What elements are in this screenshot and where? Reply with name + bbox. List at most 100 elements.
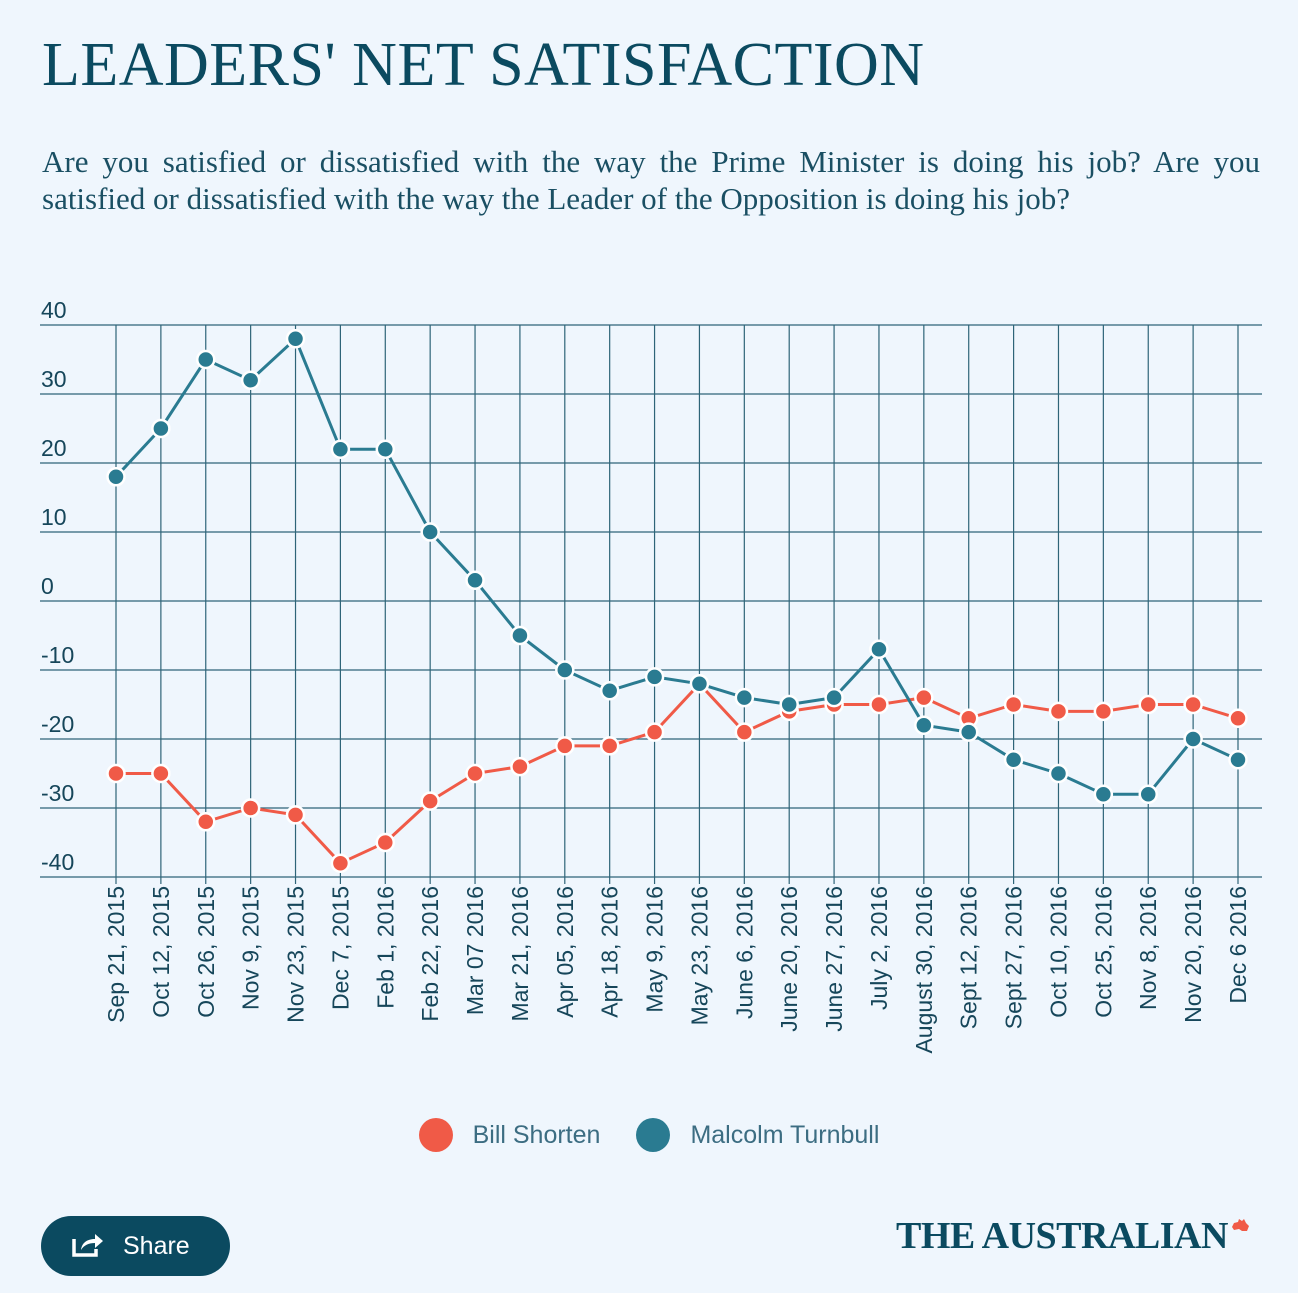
data-point-malcolm-turnbull[interactable]	[958, 722, 979, 742]
series-line-bill-shorten	[116, 682, 1239, 865]
the-australian-logo: THE AUSTRALIAN	[896, 1214, 1250, 1258]
data-point-bill-shorten[interactable]	[1138, 694, 1158, 715]
data-point-malcolm-turnbull[interactable]	[734, 687, 755, 708]
data-point-malcolm-turnbull[interactable]	[1138, 784, 1158, 804]
x-tick-label: Apr 05, 2016	[552, 886, 578, 1018]
data-point-bill-shorten[interactable]	[510, 756, 530, 777]
data-point-bill-shorten[interactable]	[555, 736, 575, 756]
data-point-malcolm-turnbull[interactable]	[420, 522, 440, 542]
data-point-bill-shorten[interactable]	[1048, 701, 1069, 722]
data-point-malcolm-turnbull[interactable]	[106, 467, 126, 487]
x-tick-label: June 27, 2016	[821, 886, 847, 1032]
data-point-bill-shorten[interactable]	[196, 812, 216, 832]
x-tick-label: Dec 7, 2015	[327, 886, 353, 1010]
x-tick-label: Nov 8, 2016	[1135, 886, 1161, 1010]
share-icon	[71, 1230, 105, 1263]
y-tick-label: 10	[41, 504, 67, 530]
data-point-malcolm-turnbull[interactable]	[555, 660, 575, 680]
y-tick-label: -30	[41, 780, 74, 806]
x-tick-label: Nov 9, 2015	[238, 886, 264, 1010]
data-point-bill-shorten[interactable]	[330, 853, 351, 873]
data-point-malcolm-turnbull[interactable]	[510, 625, 530, 646]
data-point-bill-shorten[interactable]	[375, 832, 396, 853]
data-point-malcolm-turnbull[interactable]	[330, 439, 351, 459]
data-point-malcolm-turnbull[interactable]	[824, 687, 844, 708]
data-point-malcolm-turnbull[interactable]	[375, 439, 396, 459]
y-axis: 40 30 20 10 0 -10 -20 -30 -40	[41, 297, 74, 875]
data-point-bill-shorten[interactable]	[465, 763, 485, 784]
data-point-malcolm-turnbull[interactable]	[1228, 749, 1248, 770]
data-point-bill-shorten[interactable]	[285, 805, 306, 825]
x-axis: Sep 21, 2015 Oct 12, 2015 Oct 26, 2015 Nov …	[103, 886, 1251, 1054]
y-tick-label: -10	[41, 642, 74, 668]
x-tick-label: Feb 22, 2016	[417, 886, 443, 1022]
chart-subtitle: Are you satisfied or dissatisfied with t…	[42, 144, 1260, 216]
x-tick-label: August 30, 2016	[911, 886, 937, 1054]
data-point-bill-shorten[interactable]	[1228, 708, 1248, 729]
x-tick-label: Mar 07 2016	[462, 886, 488, 1015]
data-point-malcolm-turnbull[interactable]	[240, 370, 261, 390]
x-tick-label: July 2, 2016	[866, 886, 892, 1010]
data-point-bill-shorten[interactable]	[240, 798, 261, 818]
y-tick-label: 40	[41, 297, 67, 323]
data-point-bill-shorten[interactable]	[1003, 694, 1024, 715]
share-label: Share	[123, 1231, 190, 1260]
x-tick-label: Oct 26, 2015	[193, 886, 219, 1018]
data-point-malcolm-turnbull[interactable]	[689, 674, 710, 694]
data-point-bill-shorten[interactable]	[599, 736, 620, 756]
legend-marker-bill-shorten	[418, 1118, 453, 1152]
legend-marker-malcolm-turnbull	[636, 1118, 671, 1152]
grid	[40, 324, 1262, 884]
data-point-malcolm-turnbull[interactable]	[914, 715, 934, 735]
australia-map-icon	[1230, 1218, 1250, 1239]
x-tick-label: May 23, 2016	[686, 886, 712, 1025]
chart-title: LEADERS' NET SATISFACTION	[42, 31, 925, 99]
x-tick-label: Oct 10, 2016	[1045, 886, 1071, 1018]
data-point-malcolm-turnbull[interactable]	[1003, 749, 1024, 770]
data-point-malcolm-turnbull[interactable]	[151, 418, 171, 439]
data-point-malcolm-turnbull[interactable]	[644, 667, 665, 687]
series-layer	[106, 329, 1248, 873]
data-point-malcolm-turnbull[interactable]	[869, 639, 889, 660]
x-tick-label: Mar 21, 2016	[507, 886, 533, 1022]
share-button[interactable]: Share	[41, 1216, 230, 1276]
data-point-malcolm-turnbull[interactable]	[1183, 729, 1203, 749]
x-tick-label: June 6, 2016	[731, 886, 757, 1019]
x-tick-label: Sep 21, 2015	[103, 886, 129, 1023]
legend: Bill Shorten Malcolm Turnbull	[0, 1118, 1298, 1152]
data-point-bill-shorten[interactable]	[734, 722, 755, 742]
x-tick-label: Apr 18, 2016	[597, 886, 623, 1018]
x-tick-label: Sept 27, 2016	[1001, 886, 1027, 1029]
data-point-bill-shorten[interactable]	[644, 722, 665, 742]
data-point-malcolm-turnbull[interactable]	[1093, 784, 1114, 804]
legend-label: Bill Shorten	[472, 1120, 601, 1149]
x-tick-label: Feb 1, 2016	[372, 886, 398, 1009]
logo-text: THE AUSTRALIAN	[896, 1215, 1228, 1257]
data-point-malcolm-turnbull[interactable]	[465, 570, 485, 591]
data-point-malcolm-turnbull[interactable]	[779, 694, 799, 715]
data-point-bill-shorten[interactable]	[106, 763, 126, 784]
y-tick-label: -20	[41, 711, 74, 737]
series-bill-shorten	[106, 674, 1248, 873]
series-malcolm-turnbull	[106, 329, 1248, 804]
data-point-bill-shorten[interactable]	[1183, 694, 1203, 715]
data-point-bill-shorten[interactable]	[869, 694, 889, 715]
data-point-malcolm-turnbull[interactable]	[285, 329, 306, 349]
data-point-malcolm-turnbull[interactable]	[1048, 763, 1069, 784]
x-tick-label: Nov 20, 2016	[1180, 886, 1206, 1023]
y-tick-label: -40	[41, 849, 74, 875]
x-tick-label: Nov 23, 2015	[283, 886, 309, 1023]
data-point-malcolm-turnbull[interactable]	[196, 349, 216, 370]
x-tick-label: Oct 12, 2015	[148, 886, 174, 1018]
x-tick-label: Oct 25, 2016	[1090, 886, 1116, 1018]
data-point-bill-shorten[interactable]	[151, 763, 171, 784]
data-point-bill-shorten[interactable]	[1093, 701, 1114, 722]
data-point-bill-shorten[interactable]	[420, 791, 440, 811]
x-tick-label: Sept 12, 2016	[956, 886, 982, 1029]
legend-label: Malcolm Turnbull	[690, 1120, 880, 1149]
legend-item-bill-shorten[interactable]: Bill Shorten	[418, 1118, 601, 1152]
data-point-bill-shorten[interactable]	[914, 687, 934, 708]
legend-item-malcolm-turnbull[interactable]: Malcolm Turnbull	[636, 1118, 879, 1152]
data-point-malcolm-turnbull[interactable]	[599, 680, 620, 701]
